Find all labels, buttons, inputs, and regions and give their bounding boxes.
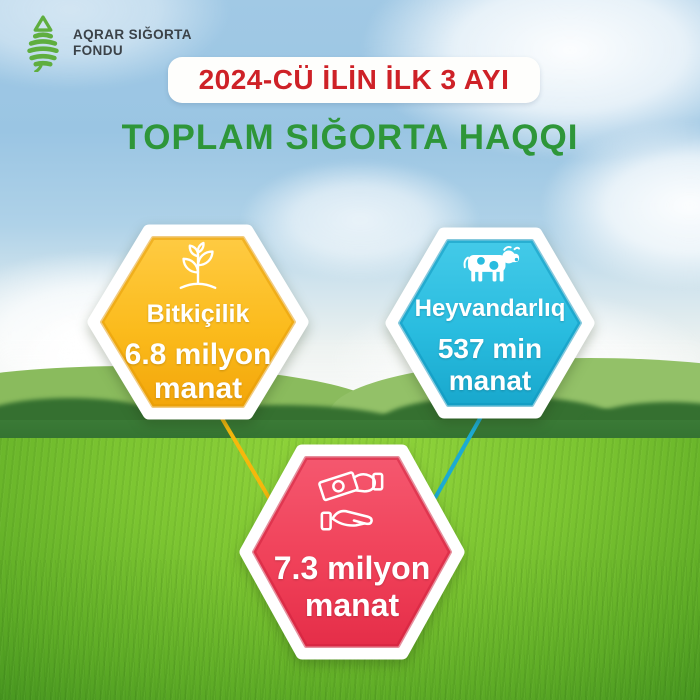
period-banner: 2024-CÜ İLİN İLK 3 AYI xyxy=(168,57,540,103)
period-banner-text: 2024-CÜ İLİN İLK 3 AYI xyxy=(198,64,510,95)
logo-text: AQRAR SIĞORTA FONDU xyxy=(73,27,192,59)
hex-label-crops: Bitkiçilik xyxy=(146,300,250,328)
hex-value-livestock-2: manat xyxy=(448,365,532,396)
money-hands-icon xyxy=(313,468,391,538)
hex-value-crops-1: 6.8 milyon xyxy=(124,338,272,371)
hex-value-livestock-1: 537 min xyxy=(437,333,543,364)
hexagon-total: 7.3 milyon manat xyxy=(236,434,468,670)
hex-value-total-1: 7.3 milyon xyxy=(273,550,431,586)
plant-sprout-icon xyxy=(169,238,227,296)
hex-label-livestock: Heyvandarlıq xyxy=(414,295,566,322)
cow-icon xyxy=(459,245,521,287)
hex-value-total-2: manat xyxy=(304,587,400,623)
logo-line2: FONDU xyxy=(73,43,123,58)
logo-line1: AQRAR SIĞORTA xyxy=(73,26,192,42)
hexagon-crops: Bitkiçilik 6.8 milyon manat xyxy=(84,216,312,428)
page-title: TOPLAM SIĞORTA HAQQI xyxy=(121,118,579,157)
hexagon-livestock: Heyvandarlıq 537 min manat xyxy=(382,219,598,427)
logo: AQRAR SIĞORTA FONDU xyxy=(22,14,192,72)
leaf-logo-icon xyxy=(27,15,59,72)
hex-value-crops-2: manat xyxy=(153,372,243,405)
